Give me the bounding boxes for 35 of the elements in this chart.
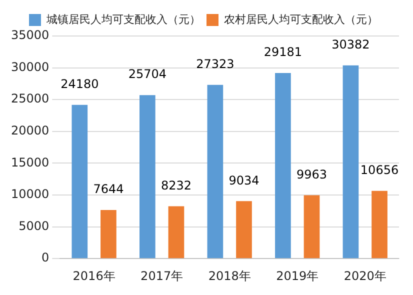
- y-tick-label: 5000: [18, 218, 50, 233]
- data-label: 8232: [160, 178, 192, 192]
- bar: [100, 210, 116, 258]
- y-tick-label: 30000: [10, 60, 50, 74]
- data-label: 24180: [60, 76, 99, 91]
- data-label: 9034: [228, 173, 260, 188]
- data-label: 30382: [332, 37, 370, 52]
- x-tick-label: 2019年: [276, 268, 319, 283]
- y-tick-label: 20000: [10, 124, 50, 138]
- x-tick-label: 2020年: [344, 268, 386, 283]
- legend-label: 城镇居民人均可支配收入（元）: [46, 12, 200, 26]
- y-tick-label: 25000: [10, 92, 50, 106]
- x-tick-label: 2017年: [140, 268, 184, 283]
- bar: [236, 201, 252, 258]
- y-tick-label: 15000: [10, 155, 50, 170]
- data-label: 7644: [93, 182, 124, 196]
- bar: [372, 190, 388, 258]
- data-label: 10656: [360, 162, 399, 177]
- data-label: 9963: [296, 167, 328, 182]
- bar: [275, 73, 291, 258]
- data-label: 27323: [196, 56, 234, 71]
- y-tick-label: 35000: [10, 28, 50, 42]
- x-tick-label: 2016年: [72, 268, 116, 283]
- bar: [304, 195, 320, 258]
- y-tick-label: 0: [42, 250, 50, 265]
- x-tick-label: 2018年: [208, 268, 251, 283]
- bar: [72, 104, 88, 258]
- bar: [207, 84, 224, 258]
- data-label: 29181: [264, 45, 302, 60]
- bar: [168, 206, 184, 258]
- y-tick-label: 10000: [10, 187, 50, 202]
- bar: [342, 65, 359, 258]
- legend-label: 农村居民人均可支配收入（元）: [224, 12, 378, 26]
- data-label: 25704: [128, 67, 167, 82]
- bar: [140, 95, 156, 258]
